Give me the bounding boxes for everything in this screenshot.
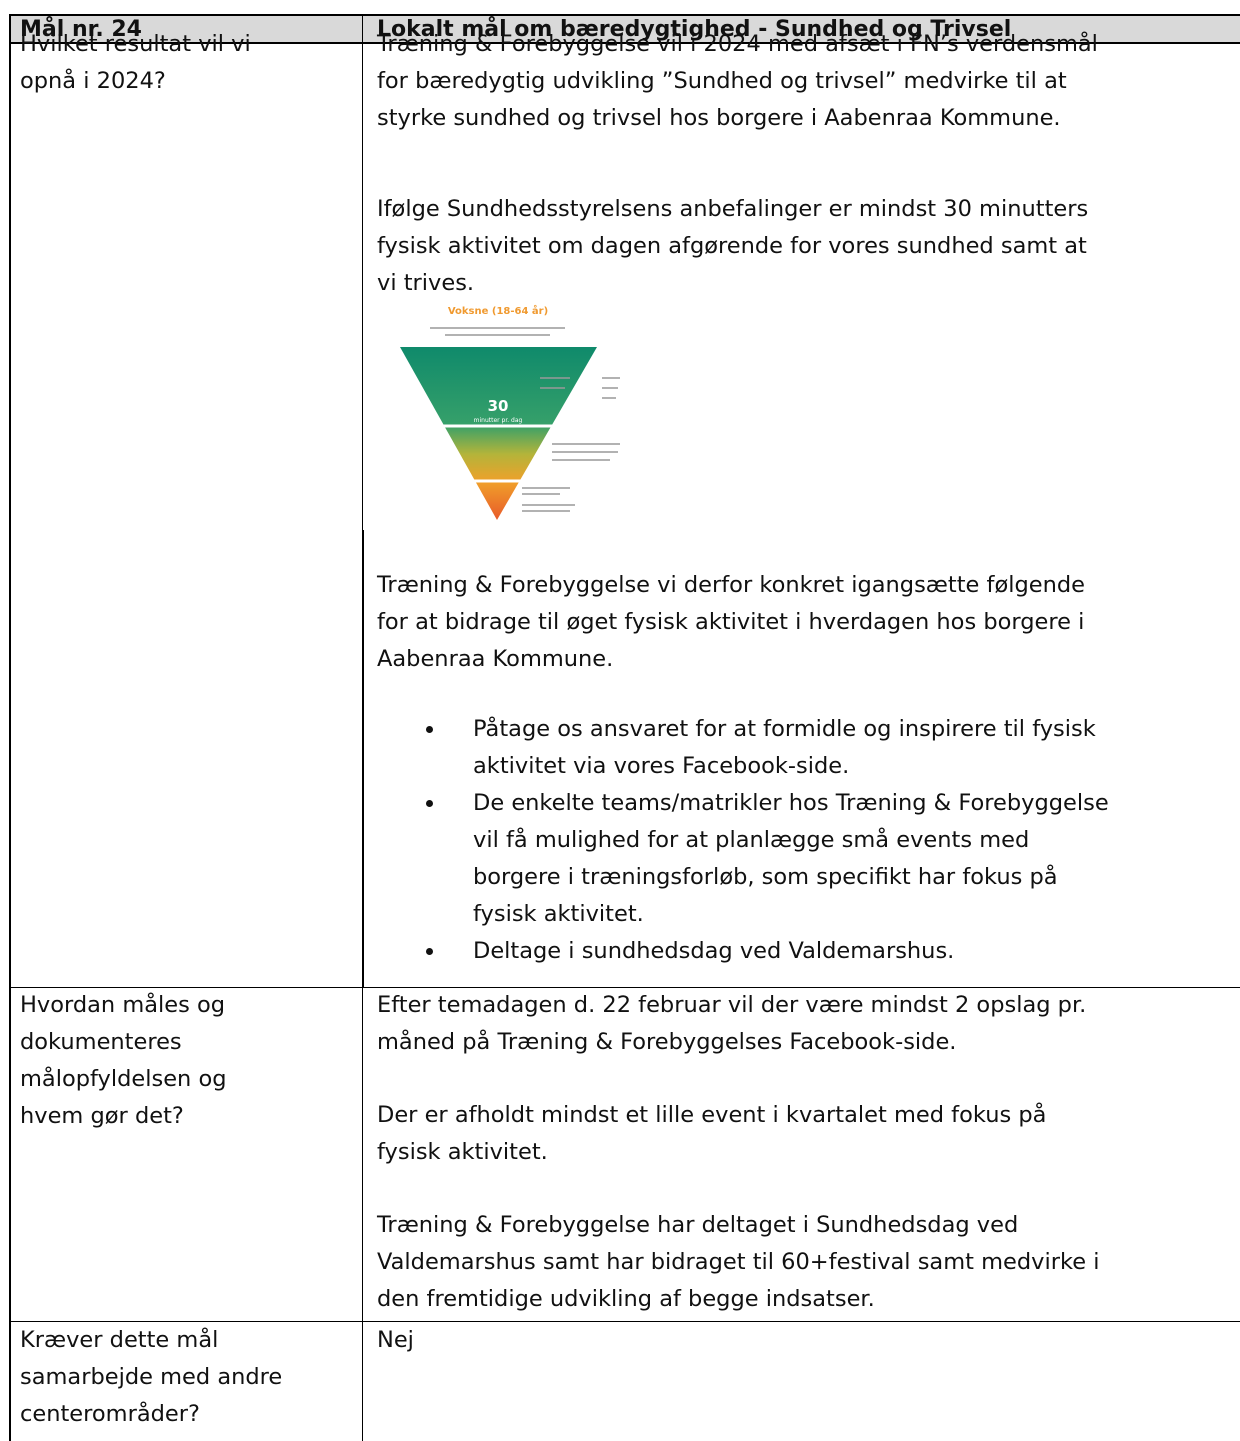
header-cell: Lokalt mål om bæredygtighed - Sundhed og… bbox=[377, 17, 1012, 42]
pyramid bbox=[400, 347, 597, 520]
answer-line: Der er afholdt mindst et lille event i k… bbox=[377, 1102, 1047, 1128]
header-bg bbox=[10, 15, 1240, 43]
figure-title: Voksne (18-64 år) bbox=[448, 304, 548, 317]
question-line: centerområder? bbox=[20, 1401, 200, 1427]
table-border bbox=[362, 530, 364, 988]
question-line: dokumenteres bbox=[20, 1029, 182, 1055]
bullet-line: Påtage os ansvaret for at formidle og in… bbox=[473, 716, 1096, 742]
activity-pyramid: Voksne (18-64 år) 30 minutter pr. dag bbox=[400, 304, 620, 520]
table-border bbox=[9, 987, 1240, 988]
bullet-line: fysisk aktivitet. bbox=[473, 901, 644, 927]
bullet-line: Deltage i sundhedsdag ved Valdemarshus. bbox=[473, 938, 955, 964]
answer-line: den fremtidige udvikling af begge indsat… bbox=[377, 1286, 875, 1312]
question-line: Hvordan måles og bbox=[20, 992, 226, 1018]
answer-line: Ifølge Sundhedsstyrelsens anbefalinger e… bbox=[377, 196, 1089, 222]
question-line: målopfyldelsen og bbox=[20, 1066, 227, 1092]
answer-line: Efter temadagen d. 22 februar vil der væ… bbox=[377, 992, 1087, 1018]
answer-line: Valdemarshus samt har bidraget til 60+fe… bbox=[377, 1249, 1100, 1275]
question-line: Hvilket resultat vil vi bbox=[20, 31, 251, 57]
question-line: opnå i 2024? bbox=[20, 68, 166, 94]
table-border bbox=[9, 14, 1240, 16]
answer-line: fysisk aktivitet om dagen afgørende for … bbox=[377, 233, 1087, 259]
bullet-line: aktivitet via vores Facebook-side. bbox=[473, 753, 850, 779]
answer-line: styrke sundhed og trivsel hos borgere i … bbox=[377, 105, 1061, 131]
answer-line: vi trives. bbox=[377, 270, 475, 296]
header-cell: Mål nr. 24 bbox=[20, 17, 142, 42]
answer-line: måned på Træning & Forebyggelses Faceboo… bbox=[377, 1029, 957, 1055]
answer-line: for at bidrage til øget fysisk aktivitet… bbox=[377, 609, 1085, 635]
figure-unit: minutter pr. dag bbox=[474, 417, 523, 424]
answer-line: Træning & Forebyggelse vi derfor konkret… bbox=[377, 572, 1085, 598]
question-line: Kræver dette mål bbox=[20, 1327, 219, 1353]
answer-line: Træning & Forebyggelse vil i 2024 med af… bbox=[377, 31, 1098, 57]
answer-line: Nej bbox=[377, 1327, 414, 1353]
answer-line: Træning & Forebyggelse har deltaget i Su… bbox=[377, 1212, 1019, 1238]
answer-line: for bæredygtig udvikling ”Sundhed og tri… bbox=[377, 68, 1067, 94]
table-border bbox=[9, 1321, 1240, 1322]
figure-number: 30 bbox=[488, 397, 509, 415]
question-line: samarbejde med andre bbox=[20, 1364, 283, 1390]
bullet-line: borgere i træningsforløb, som specifikt … bbox=[473, 864, 1058, 890]
bullet-line: De enkelte teams/matrikler hos Træning &… bbox=[473, 790, 1109, 816]
bullet-line: vil få mulighed for at planlægge små eve… bbox=[473, 827, 1030, 853]
question-line: hvem gør det? bbox=[20, 1103, 184, 1129]
bullet bbox=[426, 948, 433, 955]
answer-line: Aabenraa Kommune. bbox=[377, 646, 614, 672]
bullet bbox=[426, 726, 433, 733]
table-border bbox=[9, 42, 1240, 44]
answer-line: fysisk aktivitet. bbox=[377, 1139, 548, 1165]
table-border bbox=[9, 14, 11, 1441]
bullet bbox=[426, 800, 433, 807]
